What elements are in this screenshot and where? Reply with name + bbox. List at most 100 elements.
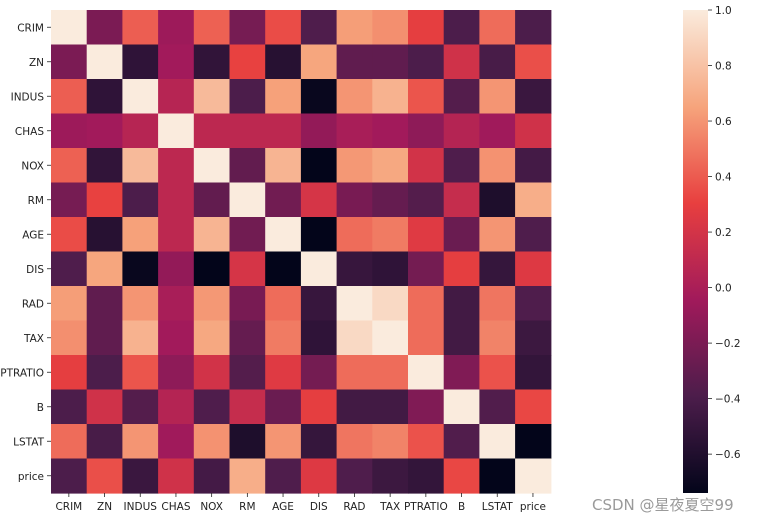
heatmap-cell-price-rad: [336, 458, 373, 494]
heatmap-cell-b-nox: [193, 389, 231, 425]
heatmap-cell-age-price: [515, 217, 552, 253]
heatmap-cell-rad-dis: [300, 286, 338, 322]
heatmap-cell-b-crim: [51, 389, 88, 425]
colorbar-tick-label: 0.4: [715, 172, 732, 184]
x-tick-label-tax: TAX: [379, 501, 400, 513]
colorbar-tick-label: 1.0: [715, 5, 732, 17]
heatmap-cell-tax-b: [443, 320, 480, 356]
heatmap-cell-rad-chas: [158, 286, 195, 322]
heatmap-cell-tax-rm: [229, 320, 266, 356]
heatmap-cell-chas-rm: [229, 113, 266, 149]
heatmap-cell-rm-nox: [193, 182, 231, 218]
heatmap-cell-age-b: [443, 217, 480, 253]
heatmap-cell-rm-dis: [300, 182, 338, 218]
x-tick-label-lstat: LSTAT: [482, 501, 513, 513]
heatmap-cell-price-rm: [229, 458, 266, 494]
heatmap-cell-nox-price: [515, 148, 552, 184]
watermark: CSDN @星夜夏空99: [592, 496, 734, 514]
heatmap-cell-tax-chas: [158, 320, 195, 356]
heatmap-cell-chas-age: [265, 113, 302, 149]
heatmap-cell-chas-indus: [122, 113, 159, 149]
colorbar-tick-label: 0.0: [715, 283, 732, 295]
heatmap-cell-tax-nox: [193, 320, 231, 356]
heatmap-cell-chas-lstat: [479, 113, 516, 149]
y-axis-ticks: CRIM ZN INDUS CHAS NOX RM AGE DIS RAD TAX PTRATIO B…: [0, 22, 51, 483]
heatmap-cell-dis-nox: [193, 251, 231, 287]
x-tick-label-dis: DIS: [310, 501, 328, 513]
heatmap-cell-lstat-nox: [193, 424, 231, 460]
x-tick-label-chas: CHAS: [161, 501, 190, 513]
heatmap-cell-ptratio-crim: [51, 355, 88, 391]
heatmap-cell-lstat-tax: [372, 424, 409, 460]
y-tick-label-rad: RAD: [22, 298, 44, 310]
heatmap-cell-nox-dis: [300, 148, 338, 184]
heatmap-cell-price-tax: [372, 458, 409, 494]
heatmap-cell-rm-age: [265, 182, 302, 218]
heatmap-cell-chas-zn: [86, 113, 123, 149]
heatmap-cell-zn-crim: [51, 44, 88, 80]
colorbar: [683, 10, 708, 493]
y-tick-label-rm: RM: [28, 195, 44, 207]
heatmap-cell-zn-rad: [336, 44, 373, 80]
heatmap-cell-chas-tax: [372, 113, 409, 149]
heatmap-cell-rad-price: [515, 286, 552, 322]
heatmap-cell-ptratio-zn: [86, 355, 123, 391]
heatmap-cell-zn-chas: [158, 44, 195, 80]
heatmap-cell-lstat-ptratio: [408, 424, 445, 460]
heatmap-cell-age-chas: [158, 217, 195, 253]
colorbar-tick-label: 0.8: [715, 61, 732, 73]
heatmap-cell-indus-indus: [122, 79, 159, 115]
heatmap-cell-indus-crim: [51, 79, 88, 115]
x-tick-label-nox: NOX: [200, 501, 223, 513]
heatmap-cell-dis-lstat: [479, 251, 516, 287]
heatmap-cell-age-lstat: [479, 217, 516, 253]
heatmap-cell-dis-crim: [51, 251, 88, 287]
heatmap-cell-indus-ptratio: [408, 79, 445, 115]
heatmap-cell-lstat-indus: [122, 424, 159, 460]
heatmap-cell-nox-rm: [229, 148, 266, 184]
y-tick-label-nox: NOX: [21, 160, 44, 172]
heatmap-cell-crim-rm: [229, 10, 266, 46]
colorbar-tick-label: −0.6: [715, 449, 741, 461]
heatmap-cell-rm-lstat: [479, 182, 516, 218]
heatmap-cell-age-indus: [122, 217, 159, 253]
heatmap-cell-rm-price: [515, 182, 552, 218]
heatmap-cell-indus-dis: [300, 79, 338, 115]
heatmap-cell-rm-rm: [229, 182, 266, 218]
heatmap-cell-lstat-chas: [158, 424, 195, 460]
heatmap-cell-age-tax: [372, 217, 409, 253]
x-tick-label-crim: CRIM: [55, 501, 82, 513]
heatmap-cell-chas-ptratio: [408, 113, 445, 149]
colorbar-ticks: 1.0 0.8 0.6 0.4 0.2 0.0 −0.2 −0.4 −0.6: [708, 5, 741, 461]
heatmap-cell-b-b: [443, 389, 480, 425]
heatmap-cell-b-price: [515, 389, 552, 425]
y-tick-label-lstat: LSTAT: [13, 436, 44, 448]
heatmap-cell-rad-b: [443, 286, 480, 322]
heatmap-cell-price-b: [443, 458, 480, 494]
heatmap-cell-age-nox: [193, 217, 231, 253]
heatmap-cell-age-rad: [336, 217, 373, 253]
heatmap-cell-age-age: [265, 217, 302, 253]
x-tick-label-zn: ZN: [97, 501, 112, 513]
heatmap-cell-ptratio-b: [443, 355, 480, 391]
x-tick-label-ptratio: PTRATIO: [404, 501, 448, 513]
x-axis-ticks: CRIM ZN INDUS CHAS NOX RM AGE DIS RAD TAX PTRATIO B…: [55, 493, 546, 513]
heatmap-cell-price-crim: [51, 458, 88, 494]
x-tick-label-rm: RM: [239, 501, 255, 513]
y-tick-label-b: B: [37, 402, 44, 414]
heatmap-cell-lstat-b: [443, 424, 480, 460]
heatmap-cell-indus-b: [443, 79, 480, 115]
heatmap-cell-price-ptratio: [408, 458, 445, 494]
heatmap-cell-rm-chas: [158, 182, 195, 218]
heatmap-cell-price-zn: [86, 458, 123, 494]
heatmap-cell-tax-rad: [336, 320, 373, 356]
y-tick-label-age: AGE: [22, 229, 44, 241]
heatmap-cell-crim-zn: [86, 10, 123, 46]
heatmap-cell-price-age: [265, 458, 302, 494]
heatmap-cell-b-lstat: [479, 389, 516, 425]
heatmap-cell-tax-indus: [122, 320, 159, 356]
heatmap-cell-dis-ptratio: [408, 251, 445, 287]
heatmap-cell-zn-price: [515, 44, 552, 80]
heatmap-cell-ptratio-tax: [372, 355, 409, 391]
heatmap-cell-price-dis: [300, 458, 338, 494]
